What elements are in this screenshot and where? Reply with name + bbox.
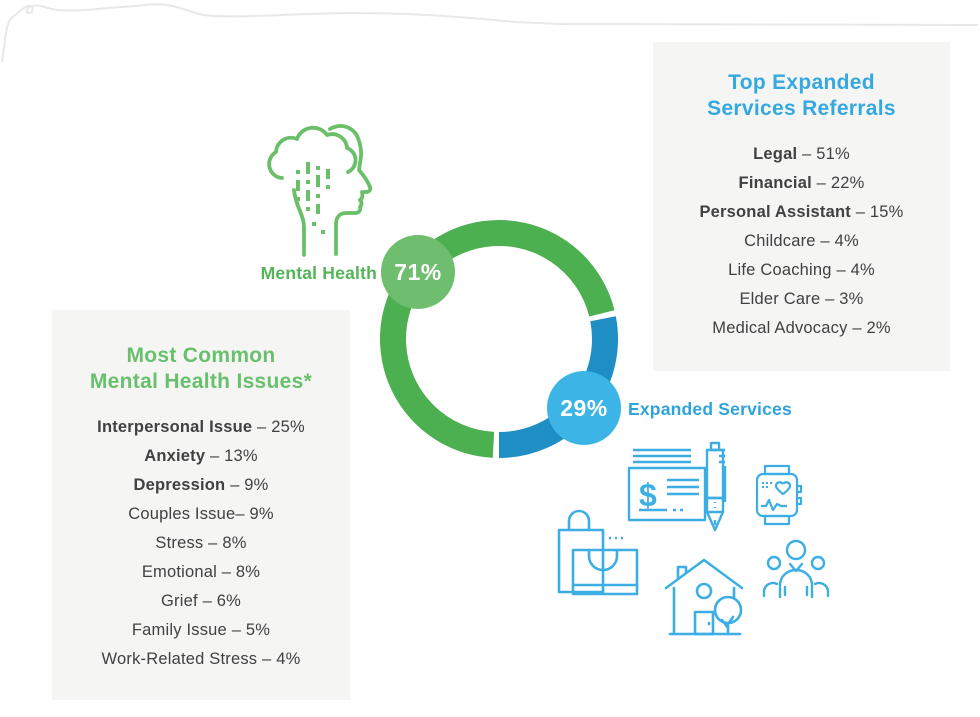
- shopping-bags-icon: [557, 509, 639, 596]
- mental-health-badge: [381, 235, 455, 309]
- mental-health-label: Mental Health: [260, 263, 377, 283]
- expanded-services-label: Expanded Services: [628, 399, 792, 419]
- torn-edge-artifact: [1, 3, 979, 63]
- list-item: Personal Assistant – 15%: [699, 203, 904, 221]
- donut-chart: 71% 29%: [380, 220, 621, 458]
- list-item: Grief – 6%: [161, 592, 241, 610]
- expanded-services-badge: [547, 371, 621, 445]
- expanded-services-referrals-panel: Top Expanded Services Referrals Legal – …: [653, 42, 950, 371]
- mental-health-badge-value: 71%: [394, 259, 442, 285]
- list-item: Family Issue – 5%: [131, 621, 271, 639]
- list-item: Life Coaching – 4%: [728, 261, 875, 279]
- list-item: Interpersonal Issue – 25%: [97, 418, 305, 436]
- dollar-glyph: $: [639, 477, 657, 513]
- family-group-icon: [762, 539, 830, 599]
- house-tree-icon: [664, 558, 744, 636]
- list-item: Work-Related Stress – 4%: [101, 650, 301, 668]
- list-item: Financial – 22%: [738, 174, 865, 192]
- list-item: Emotional – 8%: [141, 563, 261, 581]
- mental-health-head-icon: [267, 124, 373, 257]
- health-watch-icon: [755, 464, 803, 526]
- mental-health-issues-panel: Most Common Mental Health Issues* Interp…: [52, 310, 350, 700]
- list-item: Legal – 51%: [753, 145, 850, 163]
- right-panel-title: Top Expanded Services Referrals: [707, 71, 896, 120]
- list-item: Depression – 9%: [133, 476, 269, 494]
- list-item: Elder Care – 3%: [739, 290, 864, 308]
- list-item: Medical Advocacy – 2%: [712, 319, 891, 337]
- expanded-services-badge-value: 29%: [560, 395, 608, 421]
- mental-health-issues-list: Interpersonal Issue – 25% Anxiety – 13% …: [52, 419, 350, 668]
- expanded-services-referrals-list: Legal – 51% Financial – 22% Personal Ass…: [653, 146, 950, 337]
- list-item: Childcare – 4%: [744, 232, 859, 250]
- list-item: Anxiety – 13%: [144, 447, 258, 465]
- list-item: Stress – 8%: [155, 534, 247, 552]
- financial-check-pen-icon: $: [627, 441, 727, 532]
- list-item: Couples Issue– 9%: [128, 505, 274, 523]
- left-panel-title: Most Common Mental Health Issues*: [89, 344, 313, 393]
